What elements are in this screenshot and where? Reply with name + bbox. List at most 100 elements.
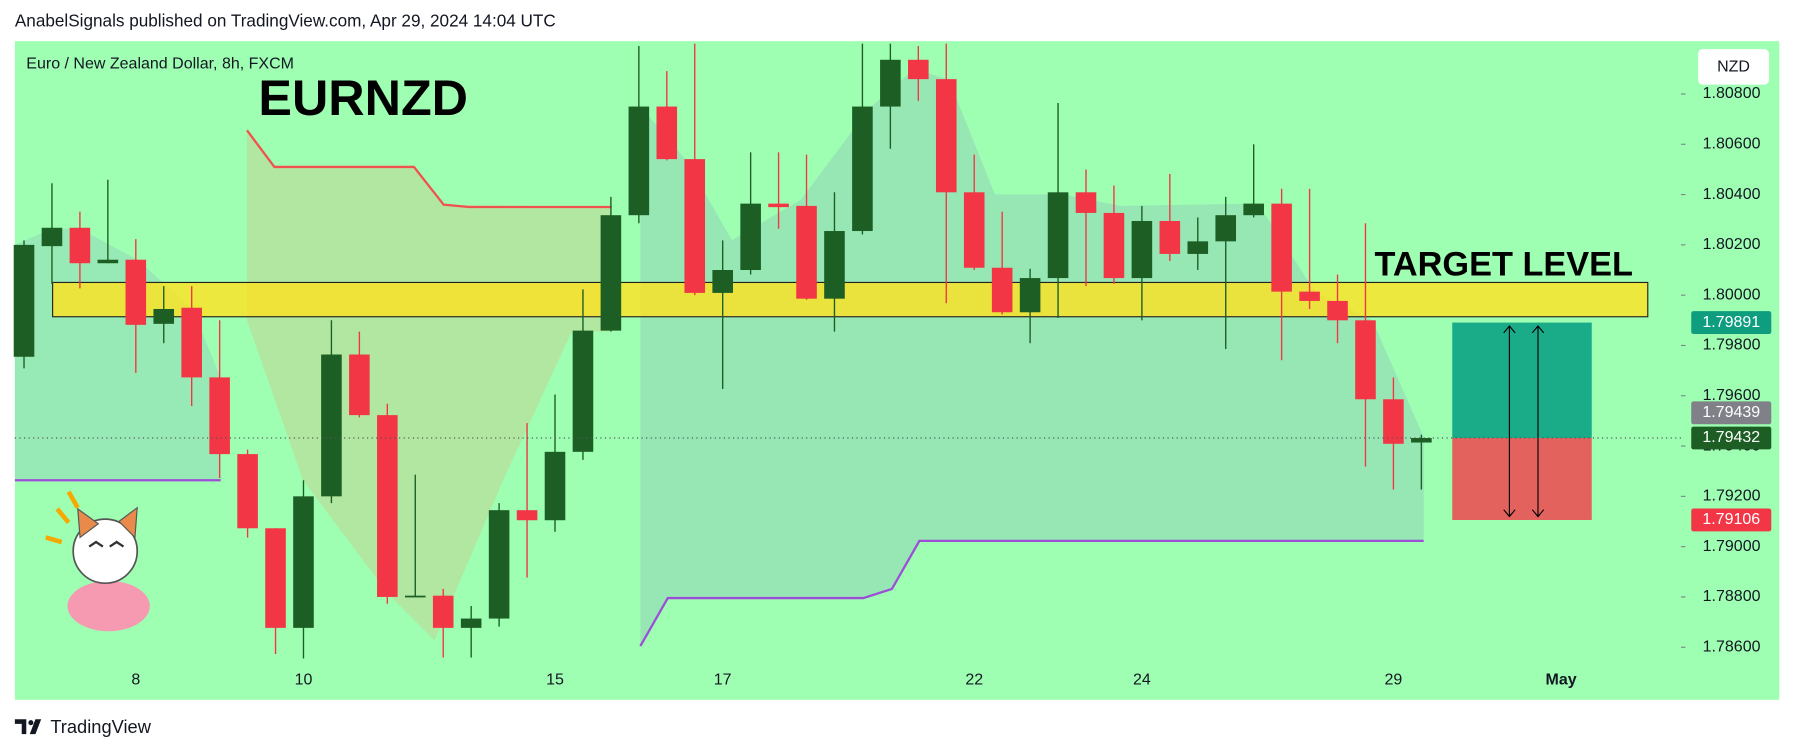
- y-tick-label: 1.78800: [1703, 588, 1761, 605]
- candle-body: [404, 595, 426, 598]
- currency-box: [1698, 49, 1769, 85]
- candle-body: [13, 244, 35, 357]
- candle-body: [1187, 241, 1209, 254]
- y-tick-label: 1.78600: [1703, 638, 1761, 655]
- candle-body: [880, 59, 901, 107]
- publisher-header: AnabelSignals published on TradingView.c…: [15, 10, 556, 30]
- candle-body: [41, 227, 63, 247]
- annotation: TARGET LEVEL: [1374, 246, 1633, 284]
- candle-body: [460, 618, 482, 628]
- candle-body: [684, 159, 706, 293]
- candle-body: [125, 259, 147, 325]
- candle-body: [1047, 192, 1069, 279]
- price-label-bg: [1691, 426, 1772, 450]
- price-label-bg: [1691, 508, 1772, 532]
- candle-body: [1019, 278, 1041, 313]
- candle-body: [1411, 438, 1432, 443]
- price-label-bg: [1691, 311, 1772, 335]
- candle-body: [516, 510, 538, 521]
- candle-body: [265, 528, 286, 628]
- chart-subtitle: Euro / New Zealand Dollar, 8h, FXCM: [26, 55, 294, 72]
- symbol-title: EURNZD: [258, 69, 468, 126]
- candle-body: [740, 203, 761, 271]
- price-label: 1.79891: [1702, 314, 1760, 331]
- upper-band-line: [246, 129, 612, 209]
- x-tick-label: 22: [965, 672, 983, 689]
- candle-body: [935, 79, 957, 193]
- y-tick-label: 1.80000: [1703, 286, 1761, 303]
- candle-body: [908, 59, 929, 80]
- candles: [13, 43, 1432, 659]
- candle-body: [628, 106, 650, 216]
- candle-body: [1131, 220, 1153, 279]
- candle-body: [572, 330, 594, 452]
- x-tick-label: 17: [714, 672, 732, 689]
- y-tick-label: 1.79800: [1703, 337, 1761, 354]
- candle-body: [349, 354, 370, 416]
- y-tick-label: 1.79200: [1703, 488, 1761, 505]
- candle-body: [1383, 399, 1404, 444]
- candle-body: [321, 354, 342, 497]
- candle-body: [97, 259, 119, 264]
- x-tick-label: 10: [295, 672, 313, 689]
- profit-zone: [1452, 322, 1592, 439]
- candle-body: [1103, 212, 1125, 279]
- candle-body: [181, 307, 202, 378]
- footer-brand: TradingView: [50, 716, 151, 737]
- currency-label: NZD: [1717, 59, 1750, 76]
- candle-body: [712, 270, 733, 293]
- channel-shade: [246, 130, 612, 641]
- candle-body: [377, 415, 398, 597]
- x-tick-label: 24: [1133, 672, 1151, 689]
- position-tool: [1452, 322, 1592, 520]
- candle-body: [1327, 300, 1348, 321]
- candle-body: [656, 106, 678, 160]
- x-tick-label: May: [1546, 672, 1577, 689]
- mascot: [45, 490, 150, 632]
- x-tick-label: 15: [546, 672, 564, 689]
- y-tick-label: 1.79000: [1703, 538, 1761, 555]
- lower-band-line: [639, 539, 1424, 647]
- candle-body: [1243, 203, 1264, 216]
- arrow-head: [1531, 325, 1545, 518]
- candle-body: [153, 308, 175, 324]
- y-tick-label: 1.80600: [1703, 135, 1761, 152]
- candle-body: [488, 510, 510, 619]
- tradingview-logo: [14, 719, 42, 735]
- target-zone: [52, 281, 1649, 318]
- price-label: 1.79432: [1702, 429, 1760, 446]
- price-label: 1.79439: [1702, 404, 1760, 421]
- candle-body: [1271, 203, 1292, 292]
- price-label: 1.79106: [1702, 511, 1760, 528]
- channel-shade: [640, 68, 1424, 647]
- candle-body: [1159, 220, 1181, 254]
- arrow-head: [1503, 325, 1516, 518]
- y-tick-label: 1.79600: [1703, 387, 1761, 404]
- candle-body: [991, 267, 1013, 313]
- candle-body: [69, 227, 91, 264]
- y-tick-label: 1.80400: [1703, 186, 1761, 203]
- candle-body: [293, 496, 314, 628]
- candle-body: [1075, 192, 1097, 213]
- candle-body: [1355, 320, 1376, 400]
- candle-body: [824, 231, 845, 299]
- y-tick-label: 1.80200: [1703, 236, 1761, 253]
- candle-body: [544, 451, 566, 521]
- candle-body: [768, 203, 789, 208]
- candle-body: [963, 192, 985, 268]
- candle-body: [237, 454, 258, 529]
- x-tick-label: 29: [1385, 672, 1403, 689]
- candle-body: [852, 106, 873, 232]
- price-label-bg: [1691, 401, 1772, 425]
- candle-body: [1299, 291, 1320, 301]
- loss-zone: [1452, 438, 1592, 520]
- candle-body: [432, 595, 454, 628]
- candle-body: [209, 377, 230, 455]
- x-tick-label: 8: [131, 672, 140, 689]
- y-tick-label: 1.80800: [1703, 85, 1761, 102]
- candle-body: [1215, 215, 1237, 242]
- candle-body: [796, 205, 817, 299]
- candle-body: [600, 215, 622, 331]
